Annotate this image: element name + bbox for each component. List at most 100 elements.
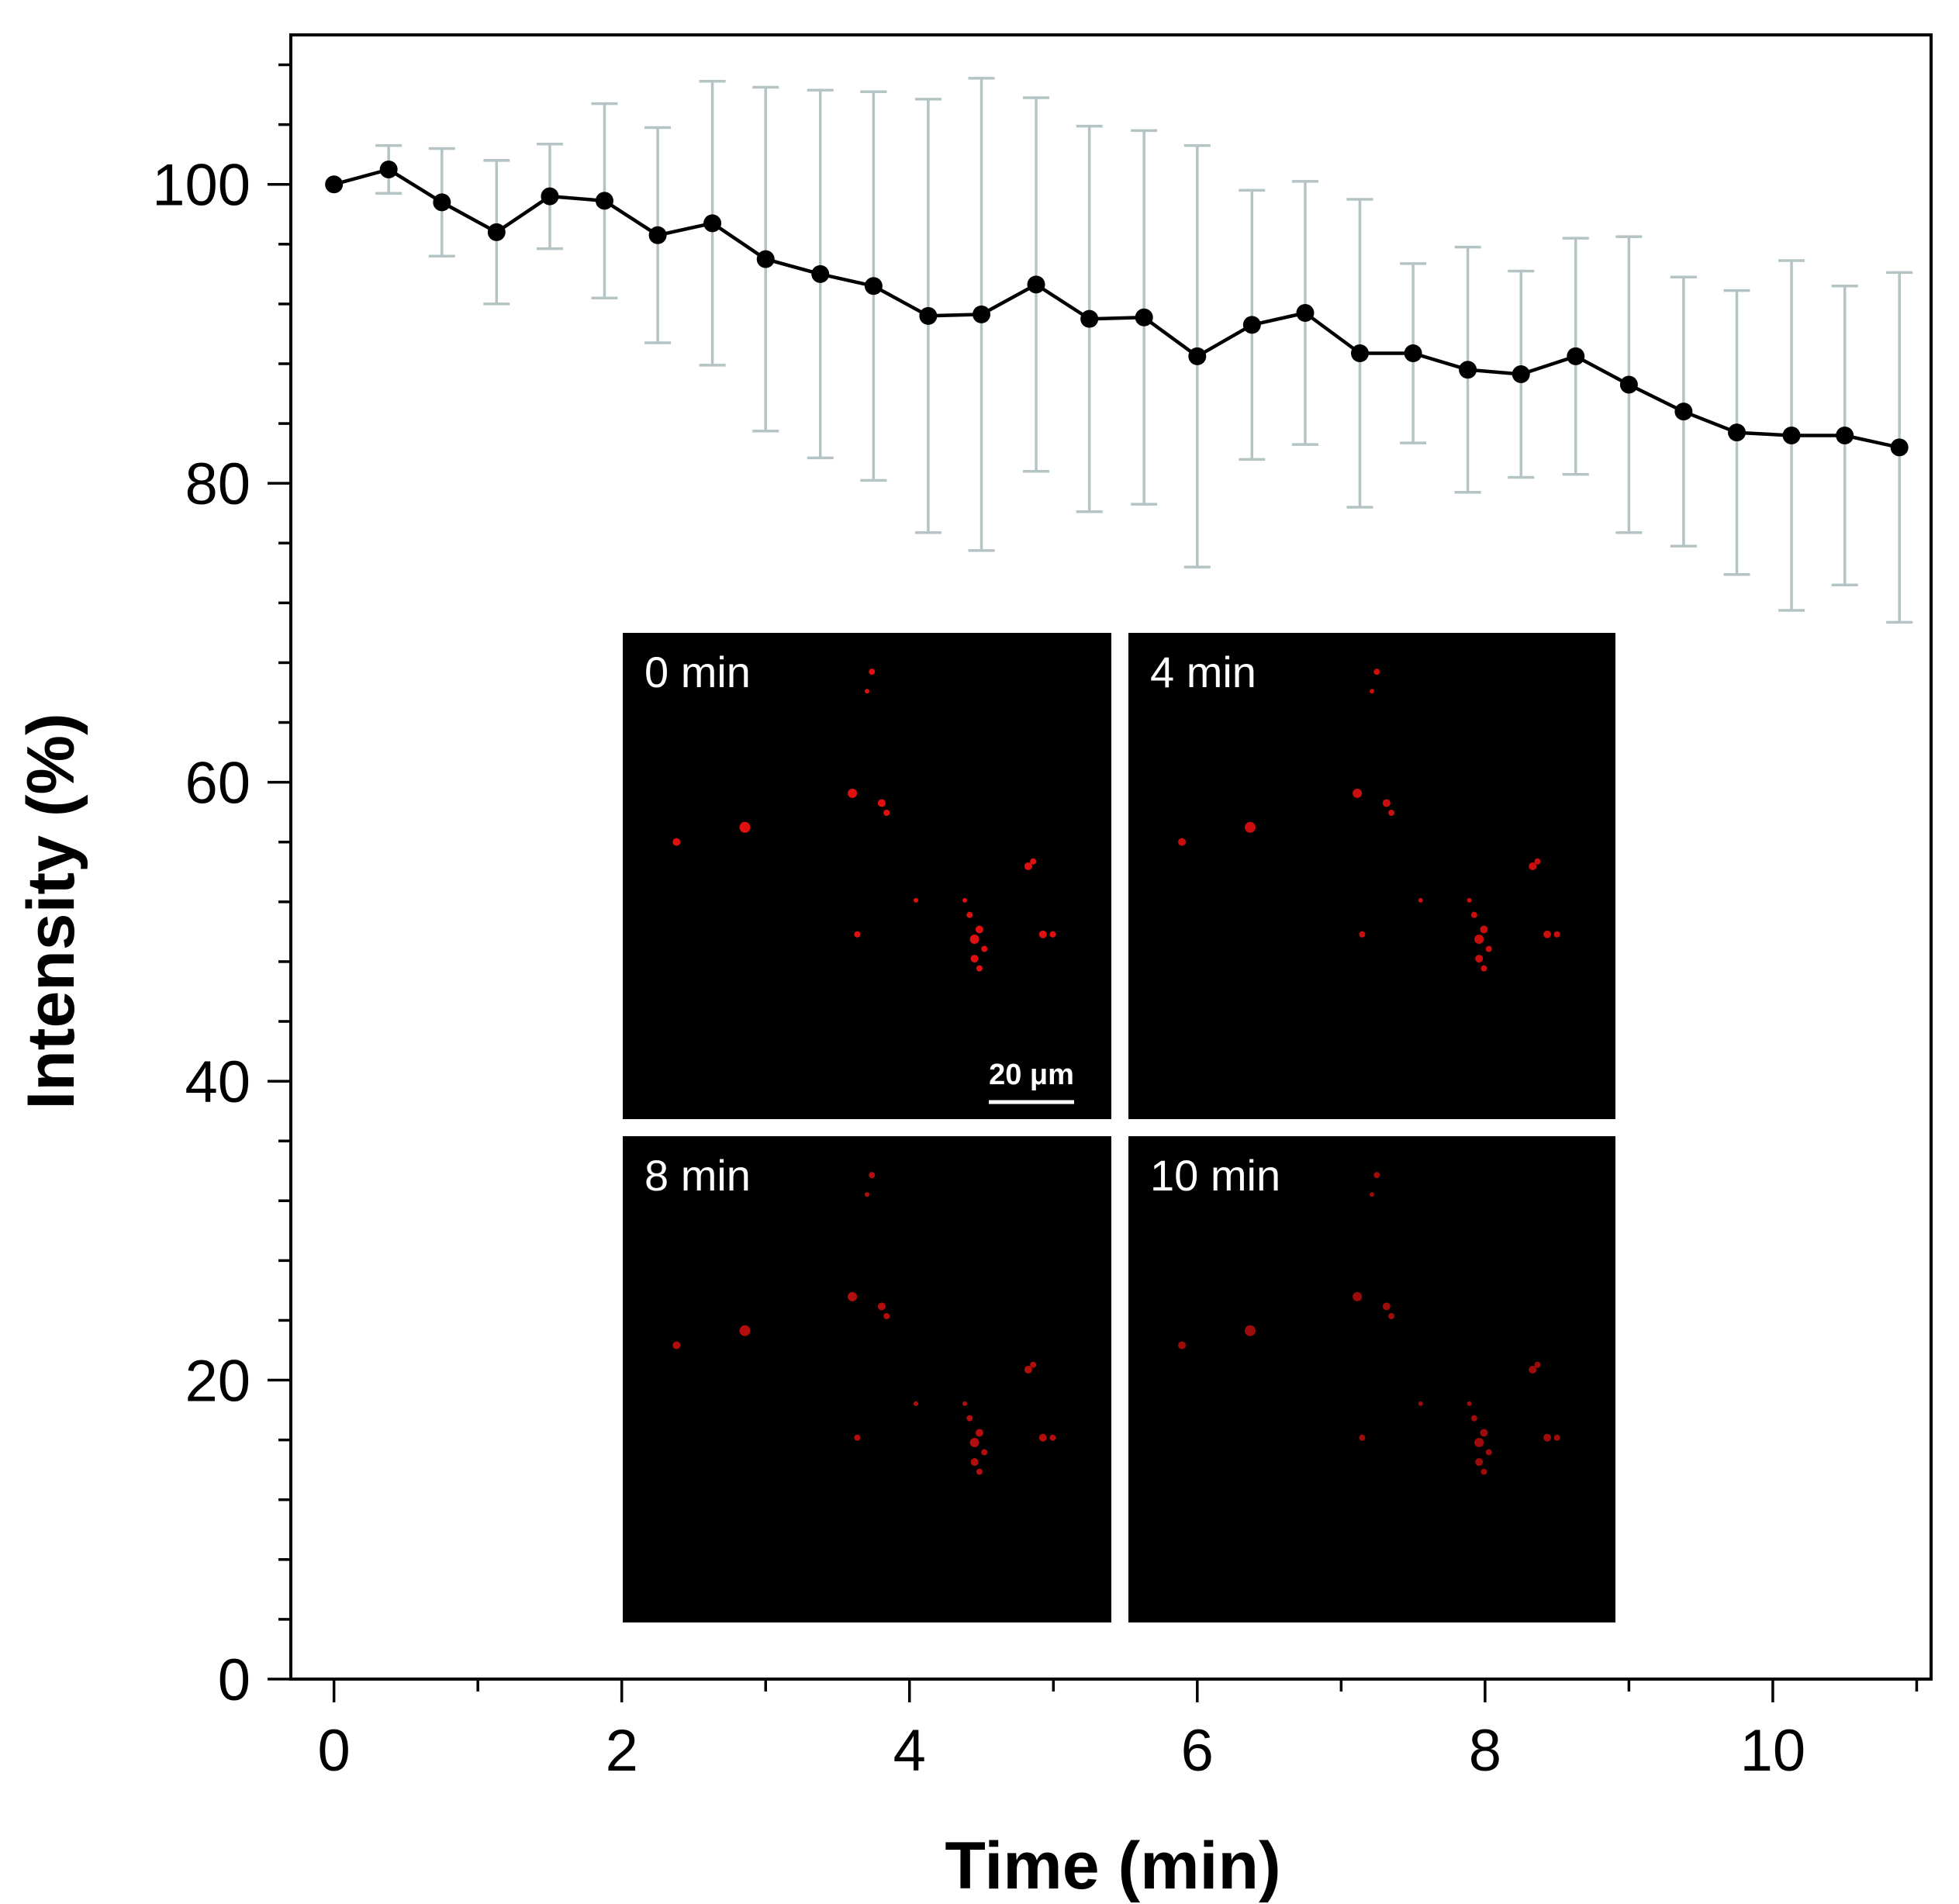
fluorescent-spot (869, 669, 876, 676)
axes (268, 33, 1933, 1702)
x-tick-label: 6 (1181, 1718, 1214, 1784)
fluorescent-spot (865, 1192, 869, 1197)
fluorescent-spot (969, 935, 980, 945)
fluorescent-spot (739, 1325, 751, 1336)
fluorescent-spot (1470, 1415, 1477, 1422)
fluorescent-spot (1467, 1401, 1472, 1406)
data-point (1512, 365, 1530, 383)
fluorescent-spot (877, 799, 886, 807)
data-point (1674, 403, 1693, 421)
fluorescent-spot (1030, 858, 1037, 865)
fluorescent-spot (1480, 1429, 1488, 1437)
fluorescent-spot (975, 925, 983, 934)
fluorescent-spot (1534, 1361, 1541, 1368)
fluorescent-spot (914, 897, 918, 903)
fluorescent-spot (1388, 1312, 1395, 1319)
fluorescent-spot (1024, 1365, 1032, 1374)
micrograph-panel: 0 min 20 μm (623, 633, 1111, 1119)
fluorescent-spot (1480, 925, 1488, 934)
data-point (379, 160, 398, 178)
fluorescent-spot (1534, 858, 1541, 865)
fluorescent-spot (1467, 897, 1472, 903)
data-point (1836, 427, 1854, 445)
fluorescent-spot (969, 1438, 980, 1448)
fluorescent-spot (1049, 1434, 1056, 1441)
y-axis-title: Intensity (%) (14, 713, 88, 1109)
data-point (864, 277, 883, 295)
fluorescent-spot (1418, 897, 1423, 903)
panel-label: 4 min (1150, 648, 1256, 696)
fluorescent-spot (975, 1429, 983, 1437)
micrograph-background (623, 633, 1111, 1119)
data-point (1242, 316, 1261, 334)
data-point (1350, 344, 1369, 363)
fluorescent-spot (1388, 809, 1395, 816)
micrograph-background (623, 1136, 1111, 1622)
panel-label: 0 min (644, 648, 751, 696)
data-point (1188, 347, 1207, 365)
fluorescent-spot (981, 945, 988, 952)
fluorescent-spot (970, 1458, 979, 1467)
data-point (1890, 438, 1909, 457)
data-point (595, 192, 613, 210)
fluorescent-spot (1353, 1291, 1363, 1301)
fluorescent-spot (962, 897, 967, 903)
data-point (487, 223, 506, 241)
panel-label: 8 min (644, 1151, 751, 1200)
data-point (1619, 375, 1638, 394)
data-point (1728, 423, 1747, 442)
fluorescent-spot (970, 955, 979, 963)
plot-frame (289, 33, 1933, 1681)
fluorescent-spot (966, 911, 973, 918)
fluorescent-spot (1529, 862, 1537, 870)
y-tick-label: 60 (185, 751, 250, 817)
fluorescent-spot (1553, 1434, 1560, 1441)
fluorescent-spot (1245, 821, 1256, 833)
panel-label: 10 min (1150, 1151, 1280, 1200)
fluorescent-spot (1529, 1365, 1537, 1374)
fluorescent-spot (962, 1401, 967, 1406)
data-point (1567, 347, 1585, 365)
fluorescent-spot (877, 1302, 886, 1311)
fluorescent-spot (1024, 862, 1032, 870)
data-point (703, 214, 722, 233)
inset-micrographs: 0 min 20 μm 4 min 8 min 10 min (623, 633, 1615, 1622)
fluorescent-spot (848, 1291, 858, 1301)
data-point (1080, 309, 1099, 328)
x-tick-label: 4 (893, 1718, 926, 1784)
fluorescent-spot (883, 809, 890, 816)
axis-text: Time (min) Intensity (%) 0 2 4 6 8 1002040608… (14, 153, 1805, 1903)
x-tick-label: 8 (1469, 1718, 1501, 1784)
fluorescent-spot (966, 1415, 973, 1422)
fluorescent-spot (1543, 930, 1552, 938)
y-tick-label: 80 (185, 451, 250, 517)
fluorescent-spot (1245, 1325, 1256, 1336)
fluorescent-spot (1470, 911, 1477, 918)
fluorescent-spot (1038, 930, 1047, 938)
fluorescent-spot (1480, 965, 1487, 972)
fluorescent-spot (1038, 1433, 1047, 1442)
fluorescent-spot (1543, 1433, 1552, 1442)
fluorescent-spot (976, 965, 983, 972)
fluorescent-spot (914, 1401, 918, 1406)
x-tick-label: 0 (318, 1718, 351, 1784)
micrograph-background (1128, 633, 1615, 1119)
data-point (648, 226, 667, 244)
y-tick-label: 20 (185, 1349, 250, 1415)
fluorescent-spot (1475, 955, 1484, 963)
series-line (333, 168, 1900, 450)
fluorescent-spot (976, 1468, 983, 1475)
fluorescent-spot (1474, 935, 1484, 945)
data-point (756, 250, 775, 268)
data-point (811, 264, 830, 283)
fluorescent-spot (981, 1449, 988, 1456)
fluorescent-spot (1049, 931, 1056, 938)
fluorescent-spot (1485, 945, 1492, 952)
fluorescent-spot (1373, 669, 1380, 676)
data-point (541, 187, 559, 206)
y-tick-label: 40 (185, 1049, 250, 1115)
fluorescent-spot (848, 788, 858, 798)
micrograph-panel: 10 min (1128, 1136, 1615, 1622)
fluorescent-spot (1382, 1302, 1391, 1311)
